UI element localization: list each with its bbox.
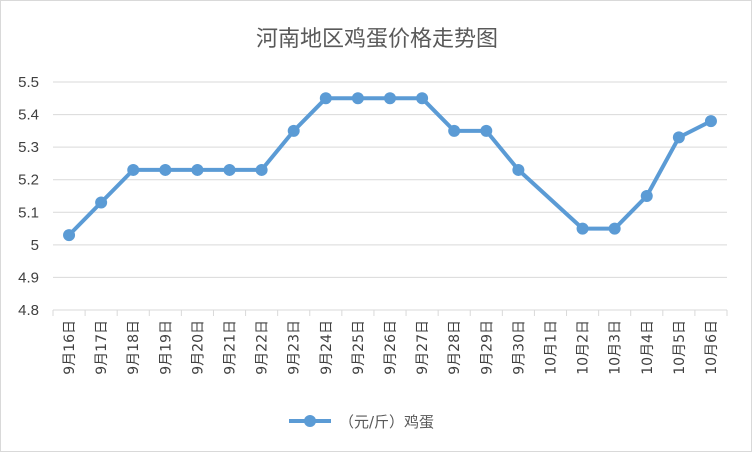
data-point-13 [480, 124, 493, 137]
data-point-4 [191, 163, 204, 176]
x-tick-label-17: 10月3日 [608, 320, 624, 375]
y-axis-ticks: 4.8 4.9 5 5.1 5.2 5.3 5.4 5.5 [18, 74, 39, 319]
data-point-9 [351, 92, 364, 105]
data-point-10 [384, 92, 396, 105]
x-tick-label-6: 9月22日 [255, 320, 271, 375]
x-tick-label-2: 9月18日 [126, 320, 142, 375]
y-tick-label-4: 5.2 [18, 172, 39, 189]
x-tick-label-14: 9月30日 [511, 320, 527, 375]
data-point-1 [95, 196, 108, 209]
x-tick-label-12: 9月28日 [447, 320, 463, 375]
x-axis-ticks: 9月16日 9月17日 9月18日 9月19日 9月20日 9月21日 9月22日 9月23日… [52, 310, 728, 375]
x-tick-label-5: 9月21日 [223, 320, 239, 375]
x-tick-label-15: 10月1日 [543, 320, 559, 375]
data-point-12 [448, 124, 461, 137]
x-tick-label-18: 10月4日 [640, 320, 656, 375]
data-point-14 [512, 163, 525, 176]
y-tick-label-3: 5.1 [18, 204, 39, 221]
y-tick-label-7: 5.5 [18, 74, 39, 91]
data-point-0 [63, 229, 76, 242]
data-point-18 [640, 190, 653, 202]
x-tick-label-3: 9月19日 [158, 320, 174, 375]
y-tick-label-6: 5.4 [18, 107, 39, 124]
x-tick-label-10: 9月26日 [383, 320, 399, 375]
gridlines [53, 81, 727, 311]
x-tick-label-8: 9月24日 [319, 320, 335, 375]
y-tick-label-0: 4.8 [18, 302, 39, 319]
y-tick-label-5: 5.3 [18, 139, 39, 156]
legend-marker-swatch [304, 415, 316, 427]
legend-label: （元/斤）鸡蛋 [339, 413, 434, 431]
data-point-11 [416, 92, 429, 105]
series-layer [63, 92, 717, 242]
x-tick-label-19: 10月5日 [672, 320, 688, 375]
x-tick-label-20: 10月6日 [704, 320, 720, 375]
data-point-5 [223, 163, 236, 176]
y-tick-label-2: 5 [31, 237, 39, 254]
x-tick-label-11: 9月27日 [415, 320, 431, 375]
data-point-17 [608, 222, 621, 235]
data-point-20 [704, 115, 717, 128]
x-tick-label-4: 9月20日 [190, 320, 206, 375]
data-point-8 [319, 92, 332, 105]
x-tick-label-16: 10月2日 [576, 320, 592, 375]
x-tick-label-9: 9月25日 [351, 320, 367, 375]
x-tick-label-7: 9月23日 [287, 320, 303, 375]
y-tick-label-1: 4.9 [18, 269, 39, 286]
chart-title: 河南地区鸡蛋价格走势图 [256, 27, 498, 52]
data-point-2 [127, 163, 140, 176]
data-point-16 [576, 222, 589, 235]
legend: （元/斤）鸡蛋 [289, 413, 434, 431]
data-point-6 [255, 163, 268, 176]
x-tick-label-1: 9月17日 [94, 320, 110, 375]
x-tick-label-0: 9月16日 [62, 320, 78, 375]
data-point-7 [287, 124, 300, 137]
data-point-3 [159, 163, 172, 176]
x-tick-label-13: 9月29日 [479, 320, 495, 375]
data-point-19 [672, 131, 685, 144]
